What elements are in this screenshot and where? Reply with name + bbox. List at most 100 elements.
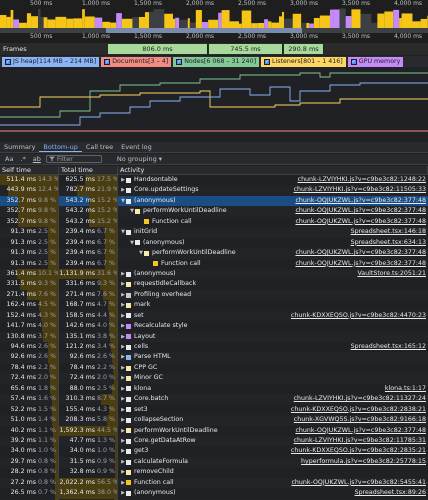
table-row[interactable]: 94.6 ms 2.6 % 121.2 ms 3.4 % ▶ cells Spreadshe… bbox=[0, 342, 428, 353]
table-row[interactable]: 352.7 ms 9.8 % 543.2 ms 15.2 % Function call… bbox=[0, 216, 428, 228]
table-row[interactable]: 29.7 ms 0.8 % 31.5 ms 0.9 % ▶ calculateFormul… bbox=[0, 456, 428, 468]
source-link[interactable]: Spreadsheet.tsx:89:26 bbox=[354, 489, 426, 497]
column-self-time[interactable]: Self time bbox=[0, 166, 59, 174]
collapsed-triangle-icon[interactable]: ▶ bbox=[121, 354, 125, 361]
counter-toggle[interactable]: Documents[3 – 4] bbox=[101, 56, 172, 67]
counter-toggle[interactable]: Listeners[801 – 1 416] bbox=[261, 56, 346, 67]
table-row[interactable]: 352.7 ms 9.8 % 543.2 ms 15.2 % ▼ (anonymous) c… bbox=[0, 195, 428, 207]
table-row[interactable]: 34.0 ms 1.0 % 34.0 ms 1.0 % ▶ get3 chunk-KDXXE… bbox=[0, 446, 428, 457]
source-link[interactable]: chunk-XGVWQ5S.js?v=c9be3c82:9166:18 bbox=[293, 416, 426, 424]
source-link[interactable]: chunk-OQJUKZWL.js?v=c9be3c82:377:48 bbox=[295, 207, 426, 215]
source-link[interactable]: Spreadsheet.tsx:165:12 bbox=[350, 343, 426, 350]
source-link[interactable]: chunk-OQJUKZWL.js?v=c9be3c82:377:48 bbox=[295, 426, 426, 434]
expanded-triangle-icon[interactable]: ▼ bbox=[130, 208, 134, 215]
table-row[interactable]: 51.0 ms 1.4 % 208.3 ms 5.8 % ▶ collapseSectio… bbox=[0, 415, 428, 426]
table-row[interactable]: 26.5 ms 0.7 % 1,362.4 ms 38.0 % ▶ (anonymous)… bbox=[0, 488, 428, 499]
collapsed-triangle-icon[interactable]: ▶ bbox=[121, 312, 125, 319]
source-link[interactable]: Spreadsheet.tsx:634:13 bbox=[350, 238, 426, 246]
table-row[interactable]: 352.7 ms 9.8 % 543.2 ms 15.2 % ▼ performWorkU… bbox=[0, 206, 428, 217]
table-row[interactable]: 92.6 ms 2.6 % 92.6 ms 2.6 % ▶ Parse HTML bbox=[0, 352, 428, 363]
collapsed-triangle-icon[interactable]: ▶ bbox=[121, 417, 125, 424]
source-link[interactable]: hyperformula.js?v=c9be3c82:25778:15 bbox=[301, 457, 426, 465]
checkbox-icon[interactable] bbox=[350, 58, 357, 65]
collapsed-triangle-icon[interactable]: ▶ bbox=[121, 437, 125, 444]
collapsed-triangle-icon[interactable]: ▶ bbox=[121, 281, 125, 288]
grouping-select[interactable]: No grouping ▾ bbox=[117, 155, 162, 163]
collapsed-triangle-icon[interactable]: ▶ bbox=[121, 458, 125, 465]
collapsed-triangle-icon[interactable]: ▶ bbox=[121, 302, 125, 309]
table-row[interactable]: 27.2 ms 0.8 % 2,022.2 ms 56.5 % ▶ Function ca… bbox=[0, 477, 428, 489]
table-row[interactable]: 91.3 ms 2.5 % 239.4 ms 6.7 % ▼ initGrid Spread… bbox=[0, 227, 428, 238]
table-row[interactable]: 72.4 ms 2.0 % 72.4 ms 2.0 % ▶ Minor GC bbox=[0, 373, 428, 384]
collapsed-triangle-icon[interactable]: ▶ bbox=[121, 385, 125, 392]
source-link[interactable]: chunk-OQJUKZWL.js?v=c9be3c82:377:48 bbox=[295, 249, 426, 257]
table-row[interactable]: 91.3 ms 2.5 % 239.4 ms 6.7 % ▼ performWorkUnt… bbox=[0, 248, 428, 259]
filter-input[interactable]: Filter bbox=[45, 155, 102, 163]
tab-event-log[interactable]: Event log bbox=[121, 143, 152, 151]
match-case-button[interactable]: Aa bbox=[5, 155, 14, 163]
table-row[interactable]: 162.4 ms 4.5 % 168.7 ms 4.7 % ▶ mark bbox=[0, 300, 428, 311]
collapsed-triangle-icon[interactable]: ▶ bbox=[121, 270, 125, 277]
counter-toggle[interactable]: JS heap[114 MB – 214 MB] bbox=[2, 56, 100, 67]
source-link[interactable]: chunk-LZVIYHKI.js?v=c9be3c82:11785:31 bbox=[293, 436, 426, 444]
checkbox-icon[interactable] bbox=[264, 58, 271, 65]
table-row[interactable]: 40.2 ms 1.1 % 1,592.3 ms 44.5 % ▶ performWork… bbox=[0, 425, 428, 436]
source-link[interactable]: Spreadsheet.tsx:146:18 bbox=[350, 228, 426, 236]
expanded-triangle-icon[interactable]: ▼ bbox=[121, 197, 125, 204]
table-row[interactable]: 52.2 ms 1.5 % 155.4 ms 4.3 % ▶ set3 chunk-KDXX… bbox=[0, 404, 428, 416]
table-row[interactable]: 443.9 ms 12.4 % 782.7 ms 21.9 % ▶ Core.update… bbox=[0, 185, 428, 196]
regex-button[interactable]: .* bbox=[20, 155, 26, 163]
source-link[interactable]: chunk-KDXXEQSO.js?v=c9be3c82:4470:23 bbox=[290, 311, 426, 319]
source-link[interactable]: chunk-OQJUKZWL.js?v=c9be3c82:377:48 bbox=[295, 259, 426, 267]
collapsed-triangle-icon[interactable]: ▶ bbox=[121, 490, 125, 497]
tab-call-tree[interactable]: Call tree bbox=[85, 143, 114, 151]
expanded-triangle-icon[interactable]: ▼ bbox=[121, 229, 125, 236]
collapsed-triangle-icon[interactable]: ▶ bbox=[121, 375, 125, 382]
collapsed-triangle-icon[interactable]: ▶ bbox=[121, 406, 125, 413]
table-row[interactable]: 271.4 ms 7.6 % 271.4 ms 7.6 % ▶ Profiling ove… bbox=[0, 289, 428, 301]
table-row[interactable]: 152.4 ms 4.3 % 158.5 ms 4.4 % ▶ set chunk-KDXX… bbox=[0, 310, 428, 322]
expanded-triangle-icon[interactable]: ▼ bbox=[130, 239, 134, 246]
tab-bottom-up[interactable]: Bottom-up bbox=[39, 142, 82, 152]
table-row[interactable]: 141.7 ms 4.0 % 142.6 ms 4.0 % ▶ Recalculate s… bbox=[0, 321, 428, 332]
frame-segment[interactable]: 745.5 ms bbox=[209, 44, 283, 54]
memory-graph[interactable] bbox=[0, 67, 428, 135]
counter-toggle[interactable]: Nodes[6 068 – 31 240] bbox=[173, 56, 260, 67]
source-link[interactable]: chunk-OQJUKZWL.js?v=c9be3c82:5455:41 bbox=[291, 478, 426, 486]
column-total-time[interactable]: Total time bbox=[59, 166, 118, 174]
source-link[interactable]: chunk-KDXXEQSO.js?v=c9be3c82:2838:21 bbox=[290, 405, 426, 413]
cpu-activity-strip[interactable] bbox=[0, 8, 428, 28]
selection-window[interactable] bbox=[106, 28, 302, 33]
table-row[interactable]: 28.2 ms 0.8 % 32.8 ms 0.9 % ▶ removeChild bbox=[0, 467, 428, 478]
table-row[interactable]: 331.5 ms 9.3 % 331.6 ms 9.3 % ▶ requestIdleCa… bbox=[0, 279, 428, 290]
frames-track[interactable]: Frames 806.0 ms 745.5 ms 290.8 ms bbox=[0, 43, 428, 55]
column-activity[interactable]: Activity bbox=[118, 166, 428, 174]
source-link[interactable]: chunk-LZVIYHKI.js?v=c9be3c82:11505:33 bbox=[293, 186, 426, 194]
collapsed-triangle-icon[interactable]: ▶ bbox=[121, 427, 125, 434]
counter-toggle[interactable]: GPU memory bbox=[347, 56, 404, 67]
collapsed-triangle-icon[interactable]: ▶ bbox=[121, 333, 125, 340]
source-link[interactable]: chunk-OQJUKZWL.js?v=c9be3c82:377:48 bbox=[295, 196, 426, 204]
source-link[interactable]: klona.ts:1:17 bbox=[384, 384, 426, 392]
collapsed-triangle-icon[interactable]: ▶ bbox=[121, 323, 125, 330]
table-row[interactable]: 39.2 ms 1.1 % 47.7 ms 1.3 % ▶ Core.getDataAtR… bbox=[0, 435, 428, 447]
collapsed-triangle-icon[interactable]: ▶ bbox=[121, 448, 125, 455]
source-link[interactable]: chunk-KDXXEQSO.js?v=c9be3c82:2835:21 bbox=[290, 447, 426, 455]
source-link[interactable]: chunk-LZVIYHKI.js?v=c9be3c82:11327:24 bbox=[293, 395, 426, 403]
source-link[interactable]: chunk-LZVIYHKI.js?v=c9be3c82:1248:22 bbox=[297, 176, 426, 183]
collapsed-triangle-icon[interactable]: ▶ bbox=[121, 187, 125, 194]
checkbox-icon[interactable] bbox=[104, 58, 111, 65]
checkbox-icon[interactable] bbox=[176, 58, 183, 65]
selection-window-bar[interactable] bbox=[0, 28, 428, 33]
table-row[interactable]: 130.8 ms 3.7 % 135.1 ms 3.8 % ▶ Layout bbox=[0, 331, 428, 342]
table-row[interactable]: 57.4 ms 1.6 % 310.3 ms 8.7 % ▶ Core.batch chun… bbox=[0, 394, 428, 405]
checkbox-icon[interactable] bbox=[5, 58, 11, 65]
collapsed-triangle-icon[interactable]: ▶ bbox=[121, 344, 125, 350]
table-row[interactable]: 91.3 ms 2.5 % 239.4 ms 6.7 % Function call ch… bbox=[0, 258, 428, 269]
collapsed-triangle-icon[interactable]: ▶ bbox=[121, 291, 125, 298]
collapsed-triangle-icon[interactable]: ▶ bbox=[121, 396, 125, 403]
expanded-triangle-icon[interactable]: ▼ bbox=[139, 250, 143, 257]
source-link[interactable]: VaultStore.ts:2051:21 bbox=[357, 269, 426, 277]
collapsed-triangle-icon[interactable]: ▶ bbox=[121, 364, 125, 371]
table-row[interactable]: 65.6 ms 1.8 % 88.0 ms 2.5 % ▶ klona klona.ts:1… bbox=[0, 383, 428, 395]
